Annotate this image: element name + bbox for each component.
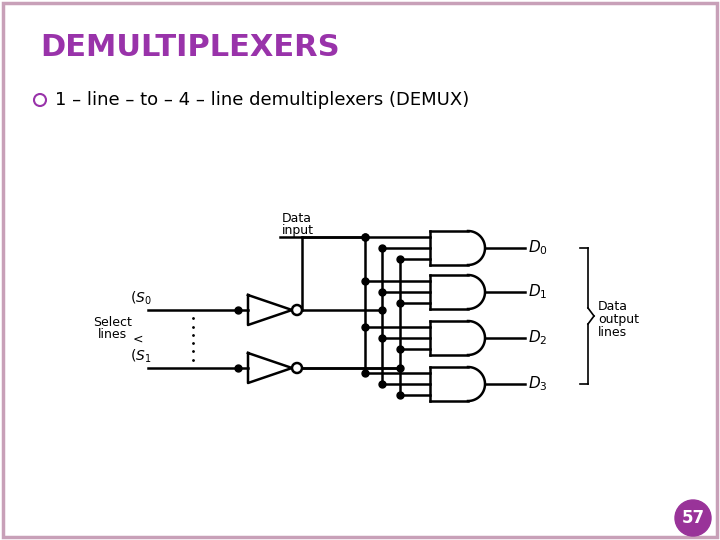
Text: 1 – line – to – 4 – line demultiplexers (DEMUX): 1 – line – to – 4 – line demultiplexers … xyxy=(55,91,469,109)
Text: $\mathit{(S_1}$: $\mathit{(S_1}$ xyxy=(130,347,151,365)
Text: $D_3$: $D_3$ xyxy=(528,375,548,393)
Text: $D_1$: $D_1$ xyxy=(528,282,547,301)
Circle shape xyxy=(292,363,302,373)
Text: Select: Select xyxy=(93,315,132,328)
Text: Data: Data xyxy=(282,212,312,225)
FancyBboxPatch shape xyxy=(3,3,717,537)
Text: 57: 57 xyxy=(681,509,705,527)
Text: output: output xyxy=(598,313,639,326)
Circle shape xyxy=(675,500,711,536)
Text: $D_2$: $D_2$ xyxy=(528,329,547,347)
Text: $\mathit{(S_0}$: $\mathit{(S_0}$ xyxy=(130,289,152,307)
Text: $D_0$: $D_0$ xyxy=(528,239,548,258)
Text: DEMULTIPLEXERS: DEMULTIPLEXERS xyxy=(40,33,340,63)
Text: lines: lines xyxy=(598,326,627,339)
Text: input: input xyxy=(282,224,314,237)
Text: lines: lines xyxy=(98,327,127,341)
Text: Data: Data xyxy=(598,300,628,313)
Text: <: < xyxy=(133,333,143,346)
Circle shape xyxy=(292,305,302,315)
